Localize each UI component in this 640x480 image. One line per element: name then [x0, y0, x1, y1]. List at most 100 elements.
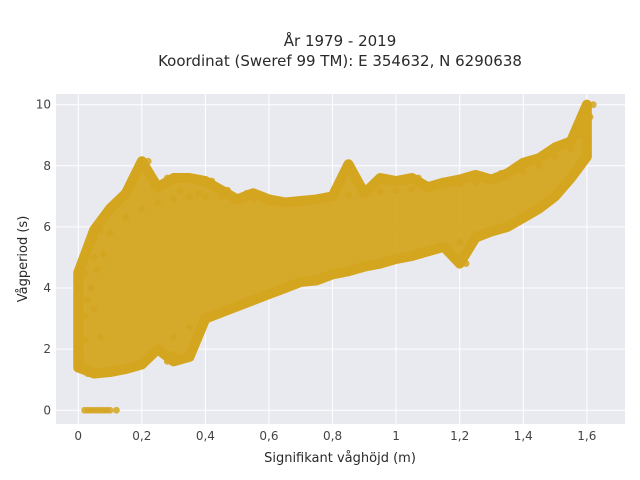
data-point	[440, 182, 448, 190]
data-point	[106, 406, 114, 414]
data-point	[535, 205, 543, 212]
x-axis-title: Signifikant våghöjd (m)	[264, 451, 416, 466]
data-point	[392, 186, 400, 194]
data-point	[376, 260, 384, 267]
data-point	[125, 365, 133, 373]
data-point	[392, 177, 400, 185]
data-point	[233, 196, 241, 203]
y-tick-label: 10	[36, 98, 51, 112]
data-point	[329, 270, 336, 278]
data-point	[414, 174, 422, 182]
data-point	[97, 333, 104, 341]
data-point	[186, 353, 193, 361]
data-point	[313, 196, 321, 203]
data-point	[122, 214, 130, 222]
data-point	[551, 153, 559, 161]
data-point	[519, 159, 527, 167]
data-point	[138, 205, 146, 212]
data-point	[329, 192, 336, 200]
data-point	[122, 189, 130, 197]
data-point	[456, 180, 464, 188]
data-point	[360, 263, 368, 271]
data-point	[472, 234, 479, 242]
data-point	[249, 196, 257, 203]
data-point	[97, 226, 104, 234]
data-point	[154, 345, 162, 353]
data-point	[87, 284, 95, 292]
data-point	[535, 162, 543, 170]
x-tick-label: 1,6	[577, 429, 596, 443]
data-point	[93, 266, 101, 274]
x-tick-label: 1,2	[450, 429, 469, 443]
data-point	[112, 368, 120, 376]
data-point	[144, 354, 152, 362]
x-tick-label: 0,2	[132, 429, 151, 443]
y-tick-label: 8	[43, 159, 51, 173]
data-point	[259, 196, 267, 203]
tick-labels: 0 0,2 0,4 0,6 0,8 1 1,2 1,4 1,6 0 2 4 6 8 10	[36, 98, 597, 443]
x-tick-label: 0,4	[196, 429, 215, 443]
x-tick-label: 1,4	[514, 429, 533, 443]
data-point	[151, 183, 158, 191]
data-point	[195, 189, 203, 197]
data-point	[81, 364, 89, 371]
data-point	[106, 229, 114, 237]
data-point	[462, 260, 470, 267]
data-point	[551, 192, 559, 200]
data-point	[345, 191, 352, 199]
data-point	[90, 254, 98, 261]
data-point	[170, 196, 178, 203]
data-point	[313, 276, 321, 284]
data-point	[472, 179, 479, 187]
data-point	[265, 290, 273, 298]
data-point	[456, 238, 464, 246]
data-point	[589, 101, 597, 109]
data-point	[586, 113, 594, 121]
x-tick-label: 1	[392, 429, 400, 443]
data-point	[281, 199, 289, 206]
data-point	[81, 269, 89, 277]
data-point	[297, 278, 305, 286]
data-point	[154, 199, 162, 206]
data-point	[583, 122, 591, 130]
data-point	[78, 357, 85, 365]
y-tick-label: 4	[43, 281, 51, 295]
data-point	[84, 247, 92, 255]
data-point	[163, 174, 171, 182]
data-point	[424, 183, 432, 191]
y-tick-label: 6	[43, 220, 51, 234]
data-point	[408, 185, 416, 193]
data-points	[73, 99, 597, 414]
data-point	[186, 192, 193, 200]
data-point	[583, 153, 591, 161]
data-point	[567, 137, 575, 145]
data-point	[217, 192, 225, 200]
data-point	[488, 228, 495, 235]
data-point	[90, 235, 98, 243]
y-axis-title: Vågperiod (s)	[16, 216, 31, 303]
data-point	[535, 154, 543, 162]
data-point	[84, 296, 92, 304]
data-point	[100, 251, 108, 258]
data-point	[186, 324, 193, 332]
x-tick-label: 0,6	[259, 429, 278, 443]
data-point	[233, 302, 241, 310]
data-point	[376, 188, 384, 196]
chart-title: År 1979 - 2019	[284, 31, 397, 50]
data-point	[567, 174, 575, 182]
data-point	[434, 179, 441, 187]
data-point	[519, 214, 527, 222]
data-point	[81, 312, 89, 319]
data-point	[224, 186, 232, 194]
data-point	[176, 186, 184, 194]
data-point	[281, 284, 289, 292]
data-point	[392, 255, 400, 263]
data-point	[103, 367, 111, 374]
data-point	[138, 361, 146, 368]
data-point	[202, 192, 209, 200]
x-tick-label: 0,8	[323, 429, 342, 443]
data-point	[202, 315, 209, 322]
data-point	[217, 309, 225, 316]
data-point	[551, 144, 559, 151]
